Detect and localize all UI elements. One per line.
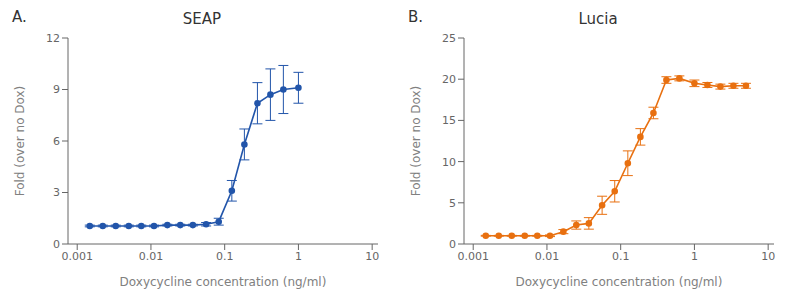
svg-text:Doxycycline concentration (ng/: Doxycycline concentration (ng/ml)	[120, 275, 327, 289]
svg-text:1: 1	[295, 250, 302, 263]
svg-text:15: 15	[442, 114, 456, 127]
svg-text:5: 5	[449, 197, 456, 210]
svg-text:Fold (over no Dox): Fold (over no Dox)	[13, 86, 27, 197]
svg-text:3: 3	[53, 186, 60, 199]
svg-text:10: 10	[761, 250, 775, 263]
svg-text:1: 1	[691, 250, 698, 263]
svg-text:0: 0	[449, 238, 456, 251]
svg-text:0: 0	[53, 238, 60, 251]
svg-text:0.1: 0.1	[216, 250, 234, 263]
svg-text:0.001: 0.001	[61, 250, 93, 263]
svg-text:0.01: 0.01	[535, 250, 560, 263]
html-text:B.: B.	[408, 8, 424, 26]
svg-text:0.01: 0.01	[139, 250, 164, 263]
svg-text:0.001: 0.001	[457, 250, 489, 263]
svg-text:6: 6	[53, 135, 60, 148]
html-text:A.: A.	[12, 8, 27, 26]
svg-text:25: 25	[442, 32, 456, 45]
svg-text:12: 12	[46, 32, 60, 45]
html-text:SEAP: SEAP	[182, 10, 222, 28]
svg-text:10: 10	[365, 250, 379, 263]
svg-text:20: 20	[442, 73, 456, 86]
svg-text:Doxycycline concentration (ng/: Doxycycline concentration (ng/ml)	[516, 275, 723, 289]
html-text:Lucia: Lucia	[578, 10, 618, 28]
svg-text:0.1: 0.1	[612, 250, 630, 263]
svg-text:10: 10	[442, 156, 456, 169]
svg-text:Fold (over no Dox): Fold (over no Dox)	[409, 86, 423, 197]
svg-text:9: 9	[53, 83, 60, 96]
